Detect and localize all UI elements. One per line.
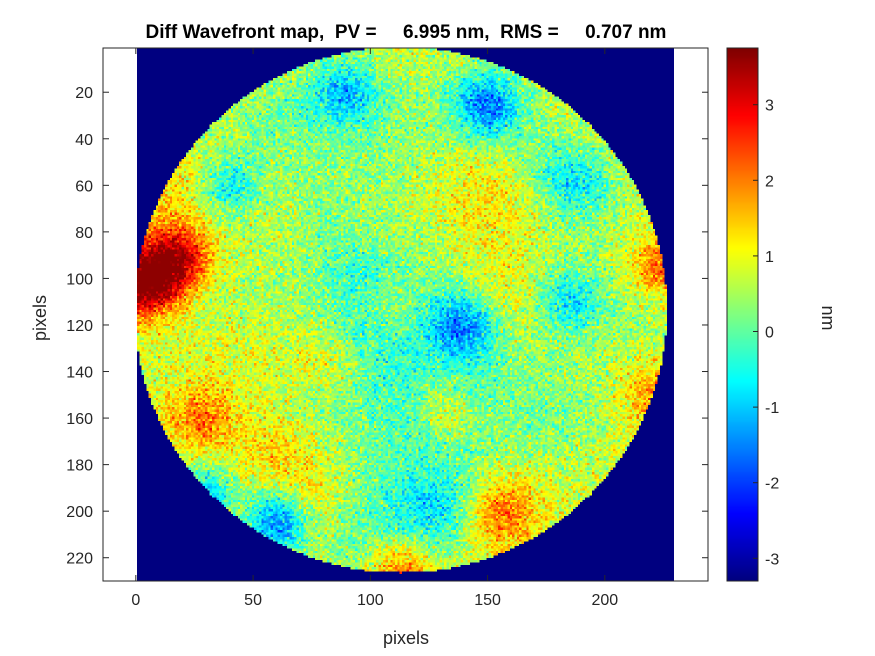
colorbar-ticks: -3 -2 -1 0 1 2 3 <box>753 98 779 568</box>
colorbar-tick-label: -3 <box>765 551 779 568</box>
x-axis-ticks: 0 50 100 150 200 <box>131 48 618 609</box>
colorbar-gradient <box>727 48 758 581</box>
y-tick-label: 180 <box>66 458 93 475</box>
colorbar: -3 -2 -1 0 1 2 3 nm <box>726 47 838 582</box>
x-tick-label: 200 <box>591 592 618 609</box>
chart-title: Diff Wavefront map, PV = 6.995 nm, RMS =… <box>146 22 667 43</box>
y-tick-label: 100 <box>66 271 93 288</box>
colorbar-tick-label: 2 <box>765 173 774 190</box>
x-tick-label: 100 <box>357 592 384 609</box>
colorbar-tick-label: 0 <box>765 325 774 342</box>
y-tick-label: 160 <box>66 411 93 428</box>
y-tick-label: 200 <box>66 504 93 521</box>
plot-frame <box>102 47 709 582</box>
y-tick-label: 120 <box>66 318 93 335</box>
plot-area: 0 50 100 150 200 204060801001201401601802002… <box>66 47 709 609</box>
y-tick-label: 80 <box>75 225 93 242</box>
colorbar-tick-label: 1 <box>765 249 774 266</box>
y-tick-label: 220 <box>66 551 93 568</box>
y-axis-label: pixels <box>30 295 50 341</box>
colorbar-frame <box>726 47 759 582</box>
y-tick-label: 40 <box>75 132 93 149</box>
x-tick-label: 150 <box>474 592 501 609</box>
wavefront-heatmap <box>137 48 674 581</box>
x-tick-label: 50 <box>244 592 262 609</box>
y-tick-label: 140 <box>66 365 93 382</box>
colorbar-label: nm <box>818 305 838 330</box>
x-axis-label: pixels <box>383 628 429 648</box>
colorbar-tick-label: -2 <box>765 476 779 493</box>
y-tick-label: 20 <box>75 85 93 102</box>
colorbar-tick-label: 3 <box>765 98 774 115</box>
y-axis-ticks: 20 40 60 80 100 120 140 160 180 200 220 <box>66 85 708 568</box>
y-tick-label: 60 <box>75 178 93 195</box>
x-tick-label: 0 <box>131 592 140 609</box>
colorbar-tick-label: -1 <box>765 400 779 417</box>
